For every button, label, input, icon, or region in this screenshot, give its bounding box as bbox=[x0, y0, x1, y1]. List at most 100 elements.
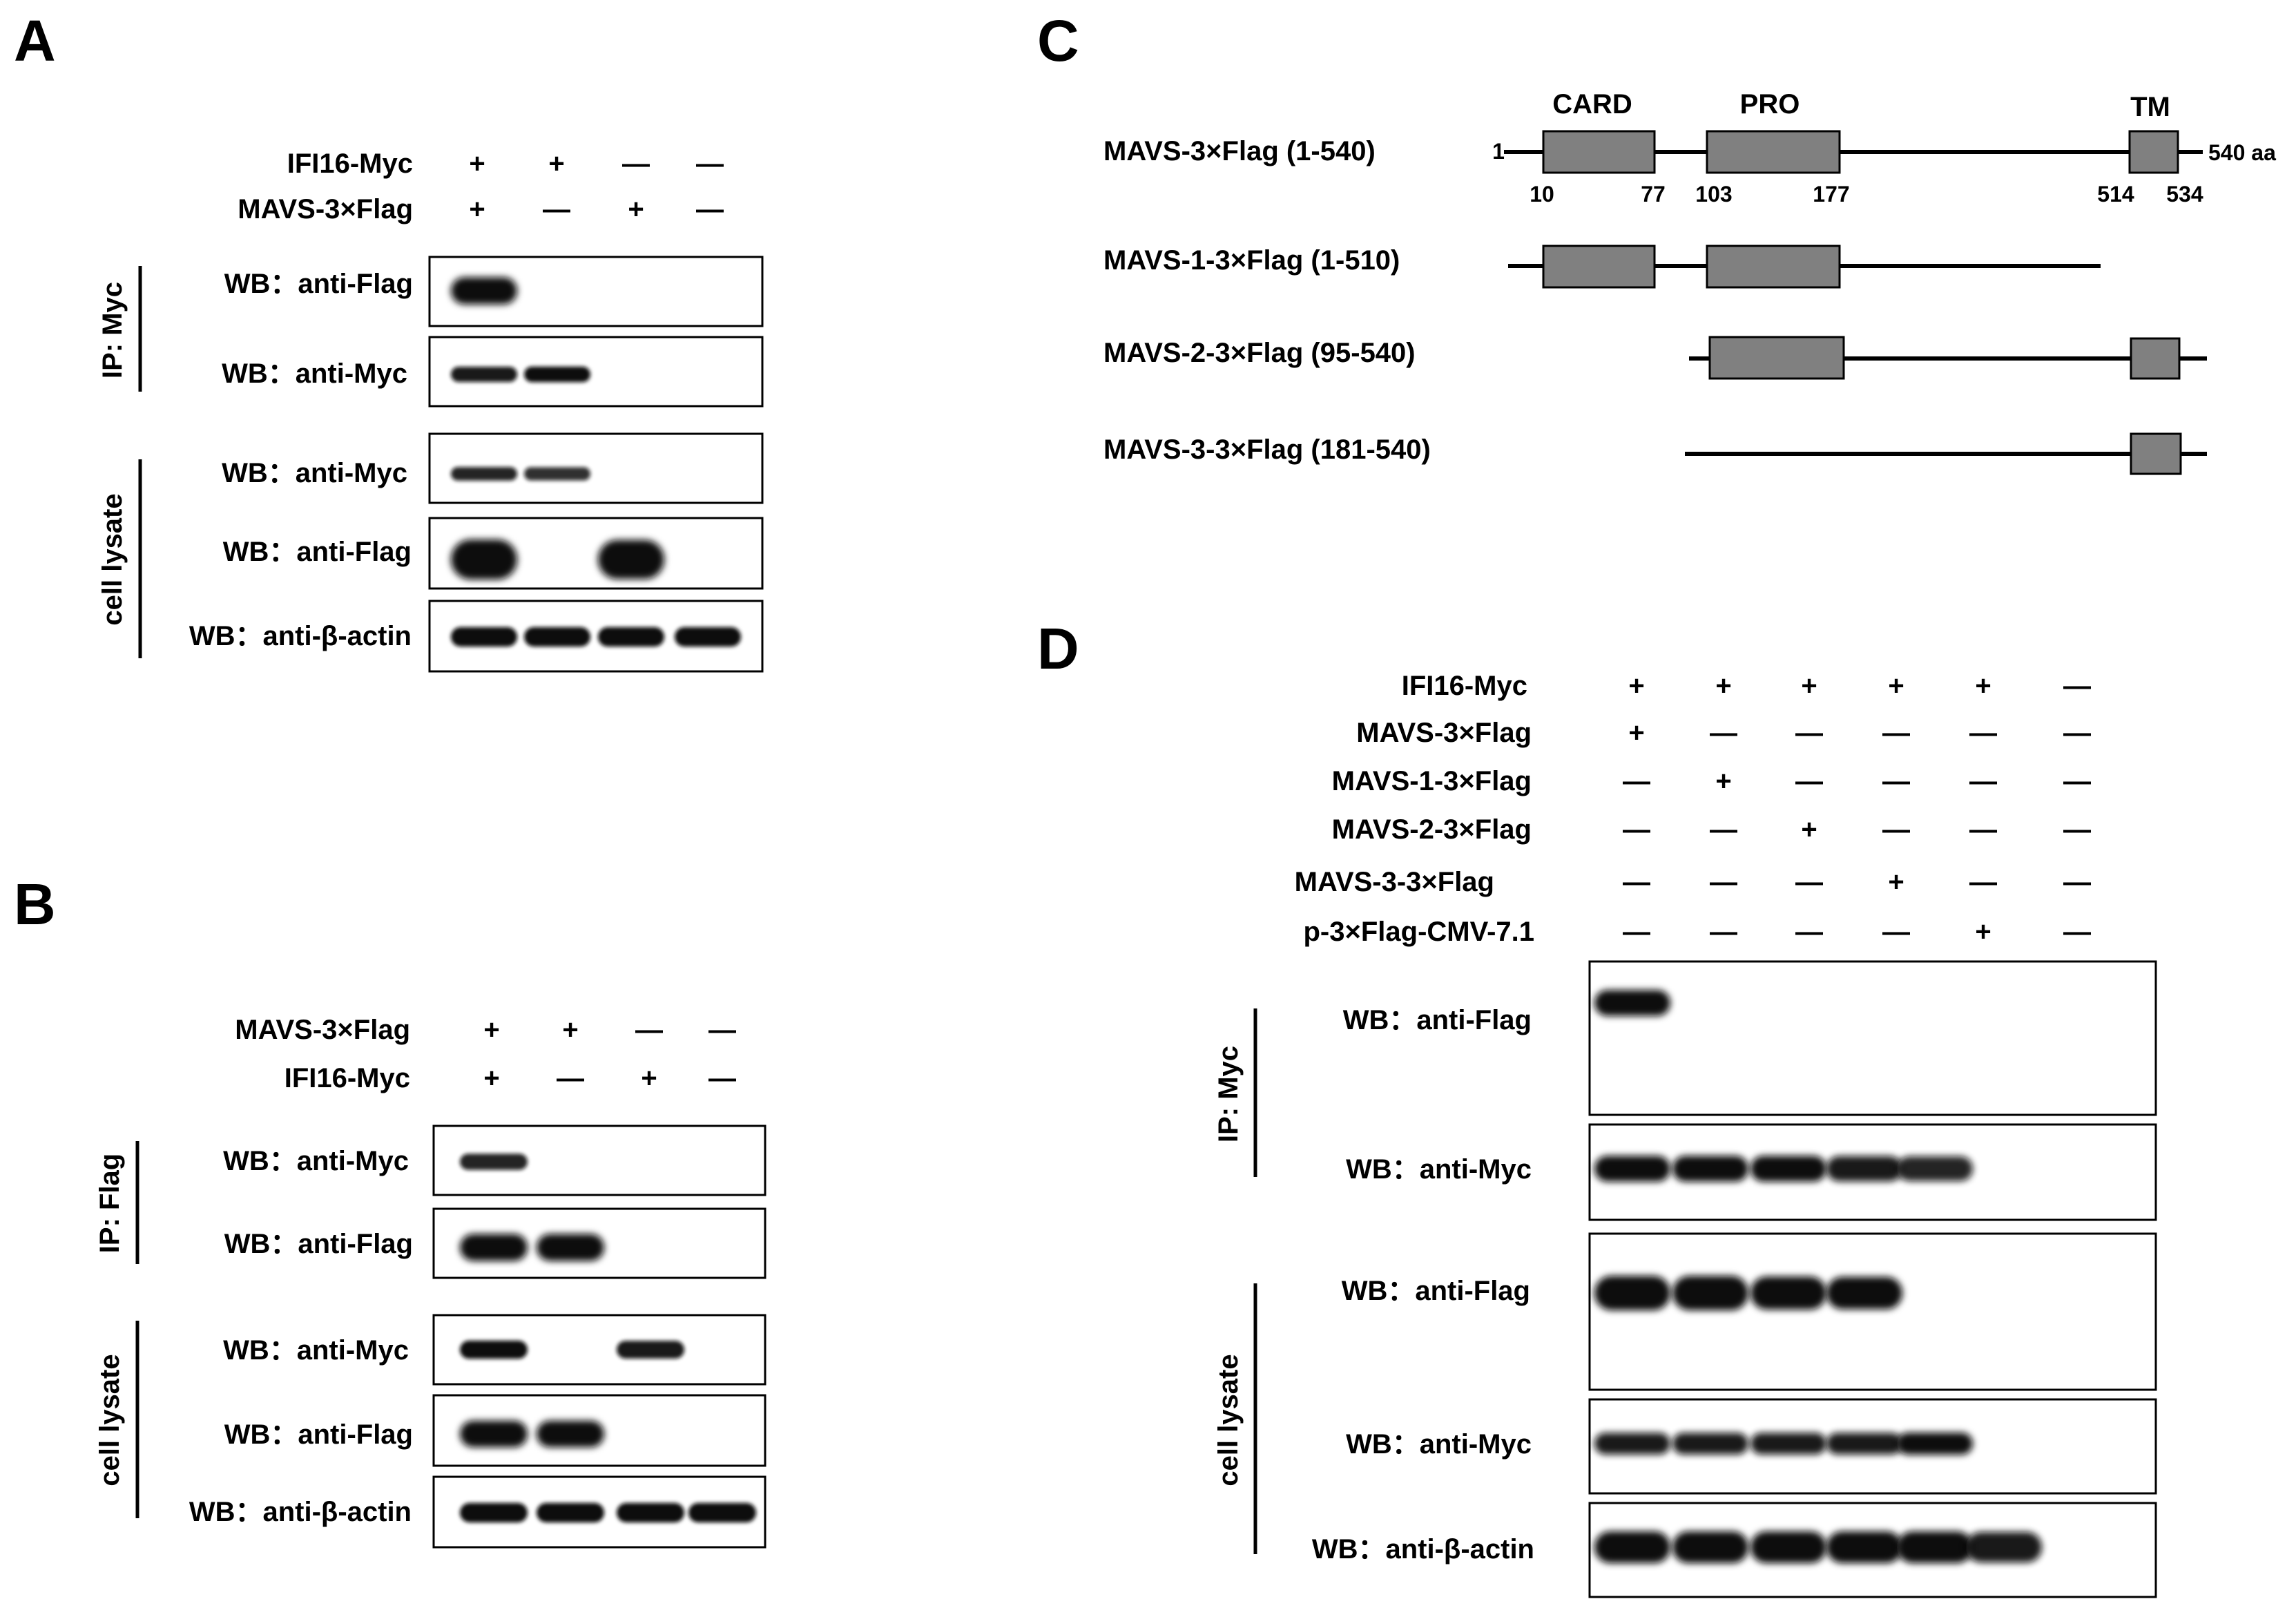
pro-domain bbox=[1706, 130, 1841, 174]
blot-band bbox=[1897, 1156, 1973, 1181]
sign: — bbox=[1882, 766, 1910, 796]
panel-d-condition-labels: IFI16-Myc MAVS-3×Flag MAVS-1-3×Flag MAVS… bbox=[1295, 671, 1534, 947]
sign: + bbox=[469, 149, 485, 179]
sign: + bbox=[1975, 671, 1991, 701]
blot-band bbox=[1672, 1156, 1748, 1182]
blot-band bbox=[1594, 1531, 1670, 1564]
panel-b-letter: B bbox=[14, 872, 56, 937]
blot-label: WB：anti-Flag bbox=[1342, 1276, 1530, 1306]
sign: — bbox=[2063, 867, 2091, 897]
panel-a-blot-labels: WB：anti-Flag WB：anti-Myc WB：anti-Myc WB：… bbox=[189, 269, 413, 651]
blot-band bbox=[537, 1502, 604, 1523]
blot-label: WB：anti-Flag bbox=[224, 269, 413, 299]
panel-b: B MAVS-3×Flag IFI16-Myc + + — — + — + — … bbox=[14, 872, 766, 1549]
position-label: 103 bbox=[1695, 182, 1732, 207]
blot-band bbox=[451, 467, 517, 481]
sign: + bbox=[1715, 766, 1731, 796]
sign: + bbox=[483, 1063, 499, 1093]
sign: + bbox=[1801, 671, 1817, 701]
blot-label: WB：anti-Myc bbox=[223, 1335, 409, 1366]
panel-a-group-lysate: cell lysate bbox=[97, 493, 128, 625]
blot-band bbox=[1594, 990, 1670, 1016]
blot-band bbox=[1897, 1433, 1973, 1455]
sign: + bbox=[1801, 814, 1817, 845]
panel-b-group-lysate: cell lysate bbox=[95, 1354, 125, 1486]
sign: + bbox=[641, 1063, 657, 1093]
sign: — bbox=[1710, 917, 1737, 947]
sign: — bbox=[1969, 867, 1997, 897]
start-label: 1 bbox=[1492, 139, 1505, 164]
panel-b-condition-label-1: MAVS-3×Flag bbox=[235, 1015, 410, 1045]
domain-label-card: CARD bbox=[1552, 89, 1632, 119]
blot-band bbox=[598, 539, 664, 580]
panel-a-condition-label-2: MAVS-3×Flag bbox=[238, 194, 413, 224]
blot-band bbox=[1750, 1156, 1826, 1182]
blot-band bbox=[1750, 1433, 1826, 1455]
panel-d-blot-labels: WB：anti-Flag WB：anti-Myc WB：anti-Flag WB… bbox=[1312, 1005, 1534, 1565]
panel-a-condition-signs: + + — — + — + — bbox=[469, 149, 724, 224]
panel-c-letter: C bbox=[1037, 8, 1079, 73]
position-label: 77 bbox=[1641, 182, 1666, 207]
blot-band bbox=[1750, 1531, 1826, 1564]
blot-label: WB：anti-Flag bbox=[224, 1419, 413, 1450]
sign: — bbox=[708, 1015, 736, 1045]
blot-band bbox=[1672, 1433, 1748, 1455]
blot-band bbox=[617, 1341, 684, 1359]
blot-band bbox=[1672, 1276, 1748, 1310]
sign: — bbox=[2063, 814, 2091, 845]
position-label: 534 bbox=[2166, 182, 2203, 207]
panel-d-letter: D bbox=[1037, 616, 1079, 681]
condition-label: MAVS-3-3×Flag bbox=[1295, 867, 1494, 897]
pro-domain bbox=[1706, 245, 1841, 289]
position-label: 514 bbox=[2097, 182, 2134, 207]
condition-label: p-3×Flag-CMV-7.1 bbox=[1303, 917, 1534, 947]
blot-label: WB：anti-Myc bbox=[1346, 1429, 1532, 1460]
sign: + bbox=[628, 194, 644, 224]
blot-label: WB：anti-Myc bbox=[222, 458, 407, 488]
panel-d: D IFI16-Myc MAVS-3×Flag MAVS-1-3×Flag MA… bbox=[1037, 616, 2157, 1598]
blot-band bbox=[1826, 1531, 1902, 1564]
panel-a: A IFI16-Myc MAVS-3×Flag + + — — + — + — … bbox=[14, 8, 764, 673]
blot-band bbox=[451, 626, 517, 647]
domain-label-pro: PRO bbox=[1740, 89, 1800, 119]
panel-a-bands bbox=[451, 277, 741, 647]
panel-d-bands bbox=[1594, 990, 2042, 1564]
panel-d-group-ip: IP: Myc bbox=[1213, 1046, 1244, 1142]
blot-band bbox=[1750, 1276, 1826, 1310]
sign: — bbox=[1623, 766, 1650, 796]
blot-band bbox=[460, 1340, 528, 1359]
sign: — bbox=[1969, 718, 1997, 748]
card-domain bbox=[1542, 245, 1656, 289]
sign: — bbox=[557, 1063, 584, 1093]
blot-band bbox=[675, 626, 741, 647]
blot-band bbox=[524, 626, 590, 647]
panel-b-bands bbox=[460, 1154, 756, 1523]
sign: — bbox=[1795, 917, 1823, 947]
sign: — bbox=[1795, 718, 1823, 748]
blot-band bbox=[1897, 1531, 1973, 1564]
panel-d-condition-signs: + + + + + — + — — — — — — + — — — — — — + — — — — — — + — — — — — — + — bbox=[1623, 671, 2091, 947]
blot-band bbox=[1826, 1433, 1902, 1455]
blot-label: WB：anti-Flag bbox=[223, 537, 412, 567]
blot-band bbox=[688, 1502, 756, 1523]
condition-label: MAVS-3×Flag bbox=[1356, 718, 1532, 748]
panel-b-blot-labels: WB：anti-Myc WB：anti-Flag WB：anti-Myc WB：… bbox=[189, 1146, 413, 1527]
panel-b-condition-signs: + + — — + — + — bbox=[483, 1015, 736, 1093]
position-label: 177 bbox=[1813, 182, 1849, 207]
condition-label: MAVS-2-3×Flag bbox=[1332, 814, 1532, 845]
blot-band bbox=[460, 1420, 528, 1448]
sign: — bbox=[2063, 671, 2091, 701]
blot-label: WB：anti-Flag bbox=[224, 1229, 413, 1259]
blot-band bbox=[1826, 1156, 1902, 1182]
sign: + bbox=[1975, 917, 1991, 947]
blot-band bbox=[460, 1234, 528, 1261]
panel-a-group-ip: IP: Myc bbox=[97, 282, 128, 379]
blot-band bbox=[460, 1154, 528, 1170]
blot-label: WB：anti-Myc bbox=[222, 358, 407, 389]
blot-frame bbox=[1588, 1232, 2157, 1391]
blot-band bbox=[451, 539, 517, 580]
blot-label: WB：anti-β-actin bbox=[189, 621, 412, 651]
tm-domain bbox=[2128, 130, 2179, 174]
sign: + bbox=[562, 1015, 578, 1045]
